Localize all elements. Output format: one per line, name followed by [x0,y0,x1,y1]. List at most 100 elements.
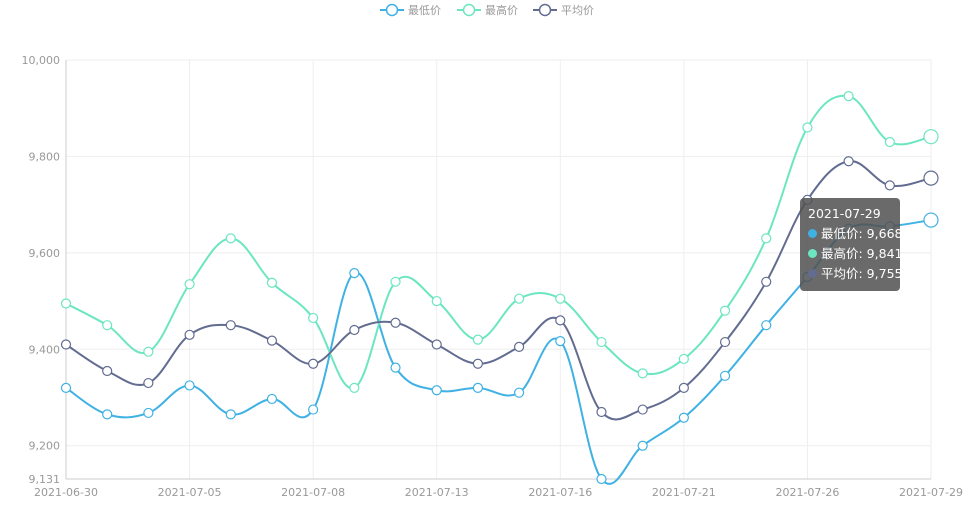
legend-item[interactable]: 最高价 [457,3,518,17]
data-point[interactable] [102,320,113,331]
data-point[interactable] [555,315,566,326]
data-point[interactable] [60,298,72,309]
legend-label: 最高价 [485,3,518,17]
data-point[interactable] [390,276,401,287]
data-point[interactable] [513,341,525,352]
data-point[interactable] [555,293,566,304]
data-point[interactable] [143,407,154,419]
data-point[interactable] [266,335,278,346]
data-point[interactable] [719,336,731,348]
y-tick-label: 9,131 [29,473,61,486]
data-point[interactable] [596,473,607,485]
legend-item[interactable]: 平均价 [533,3,594,17]
data-point[interactable] [678,382,689,393]
data-point[interactable] [637,404,648,415]
data-point[interactable] [431,339,442,350]
legend-label: 最低价 [408,4,441,17]
data-point[interactable] [225,233,236,244]
tooltip-label-max: 最高价: 9,841 [821,246,903,261]
x-tick-label: 2021-07-13 [405,486,469,499]
chart-axes: 9,131 9,200 9,400 9,600 9,800 10,000 2021-06-3… [22,54,963,499]
series-group [60,91,939,393]
data-point[interactable] [719,305,731,316]
tooltip-marker-min [808,229,817,238]
data-point[interactable] [596,336,607,348]
legend-label: 平均价 [561,4,594,17]
data-point[interactable] [472,334,484,345]
chart-legend[interactable]: 最低价 最高价 平均价 [380,3,594,17]
data-point[interactable] [60,382,72,393]
data-point[interactable] [923,170,939,186]
data-point[interactable] [513,293,525,304]
data-point[interactable] [761,233,772,244]
tooltip-row-avg: 平均价: 9,755 [808,264,902,284]
data-point[interactable] [431,295,442,307]
data-point[interactable] [678,412,689,423]
x-tick-label: 2021-07-21 [652,486,716,499]
data-point[interactable] [719,370,731,381]
data-point[interactable] [555,336,566,347]
data-point[interactable] [761,320,772,331]
x-tick-label: 2021-07-16 [528,486,592,499]
data-point[interactable] [102,365,113,377]
data-point[interactable] [761,276,772,287]
data-point[interactable] [225,409,236,420]
data-point[interactable] [266,393,278,405]
data-point[interactable] [472,382,484,393]
legend-item[interactable]: 最低价 [380,3,441,17]
data-point[interactable] [308,404,319,415]
data-point[interactable] [349,268,360,279]
data-point[interactable] [802,122,813,133]
y-tick-label: 9,600 [29,247,61,260]
chart-tooltip: 2021-07-29 最低价: 9,668 最高价: 9,841 平均价: 9,… [800,198,902,291]
data-point[interactable] [60,339,72,350]
data-point[interactable] [843,156,854,167]
y-tick-label: 9,200 [29,440,61,453]
x-tick-label: 2021-07-29 [899,486,963,499]
data-point[interactable] [843,91,854,102]
data-point[interactable] [184,329,195,340]
legend-marker [462,3,476,17]
data-point[interactable] [637,368,648,379]
y-tick-label: 9,800 [29,150,61,163]
data-point[interactable] [596,406,607,418]
series-line [65,94,932,390]
data-point[interactable] [637,440,648,451]
series-group [60,156,939,421]
chart-series [60,91,939,485]
y-tick-label: 10,000 [22,54,61,67]
tooltip-label-avg: 平均价: 9,755 [821,266,903,281]
tooltip-label-min: 最低价: 9,668 [821,226,903,241]
legend-marker [385,3,399,17]
data-point[interactable] [513,387,525,398]
data-point[interactable] [266,277,278,288]
data-point[interactable] [308,312,319,324]
data-point[interactable] [102,409,113,420]
data-point[interactable] [349,324,360,336]
x-tick-label: 2021-06-30 [34,486,98,499]
data-point[interactable] [225,320,236,331]
data-point[interactable] [923,212,939,228]
data-point[interactable] [390,362,401,373]
tooltip-marker-max [808,249,817,258]
x-tick-label: 2021-07-05 [158,486,222,499]
data-point[interactable] [390,317,401,328]
data-point[interactable] [143,346,154,357]
legend-marker [538,3,552,17]
data-point[interactable] [349,382,360,393]
data-point[interactable] [143,377,154,389]
data-point[interactable] [184,380,195,391]
data-point[interactable] [678,353,689,365]
data-point[interactable] [184,279,195,290]
series-line [65,160,932,421]
data-point[interactable] [884,180,895,191]
data-point[interactable] [884,136,895,148]
data-point[interactable] [431,385,442,396]
tooltip-marker-avg [808,269,817,278]
tooltip-row-max: 最高价: 9,841 [808,244,902,264]
tooltip-row-min: 最低价: 9,668 [808,224,902,244]
data-point[interactable] [472,358,484,369]
data-point[interactable] [308,358,319,369]
data-point[interactable] [923,129,939,145]
x-tick-label: 2021-07-26 [775,486,839,499]
